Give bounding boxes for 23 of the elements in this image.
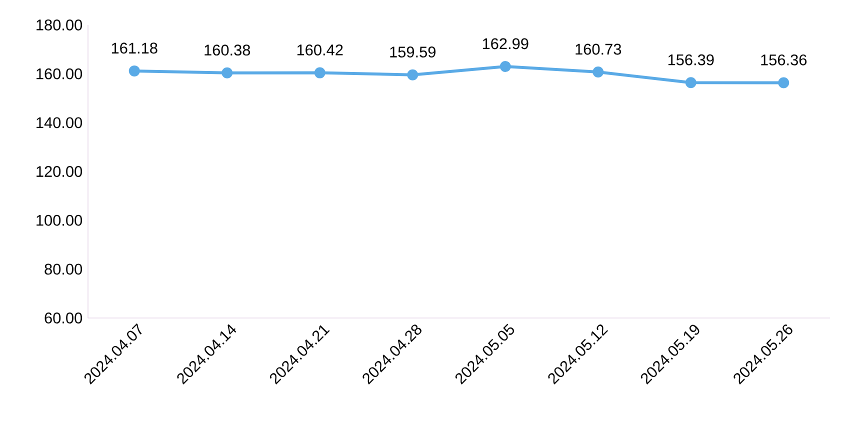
- point: [778, 77, 790, 88]
- data-label: 160.73: [576, 44, 622, 55]
- point: [222, 67, 233, 78]
- y-tick-label: 160.00: [36, 68, 82, 80]
- data-label: 160.42: [297, 44, 343, 56]
- point: [592, 66, 604, 78]
- data-label: 161.18: [112, 42, 158, 54]
- data-label: 162.99: [482, 38, 528, 50]
- y-tick-label: 80.00: [44, 264, 82, 275]
- data-label: 156.36: [761, 54, 807, 66]
- point: [500, 61, 511, 72]
- point: [685, 77, 696, 88]
- data-label: 160.38: [204, 44, 250, 56]
- data-label: 159.59: [390, 46, 436, 58]
- point: [128, 65, 140, 76]
- y-tick-label: 100.00: [36, 214, 82, 226]
- y-tick-label: 140.00: [36, 117, 82, 128]
- y-tick-label: 60.00: [44, 312, 82, 324]
- point: [314, 67, 326, 78]
- data-label: 156.39: [668, 54, 714, 66]
- y-tick-label: 120.00: [36, 166, 82, 177]
- point: [407, 69, 418, 80]
- y-tick-label: 180.00: [36, 20, 82, 30]
